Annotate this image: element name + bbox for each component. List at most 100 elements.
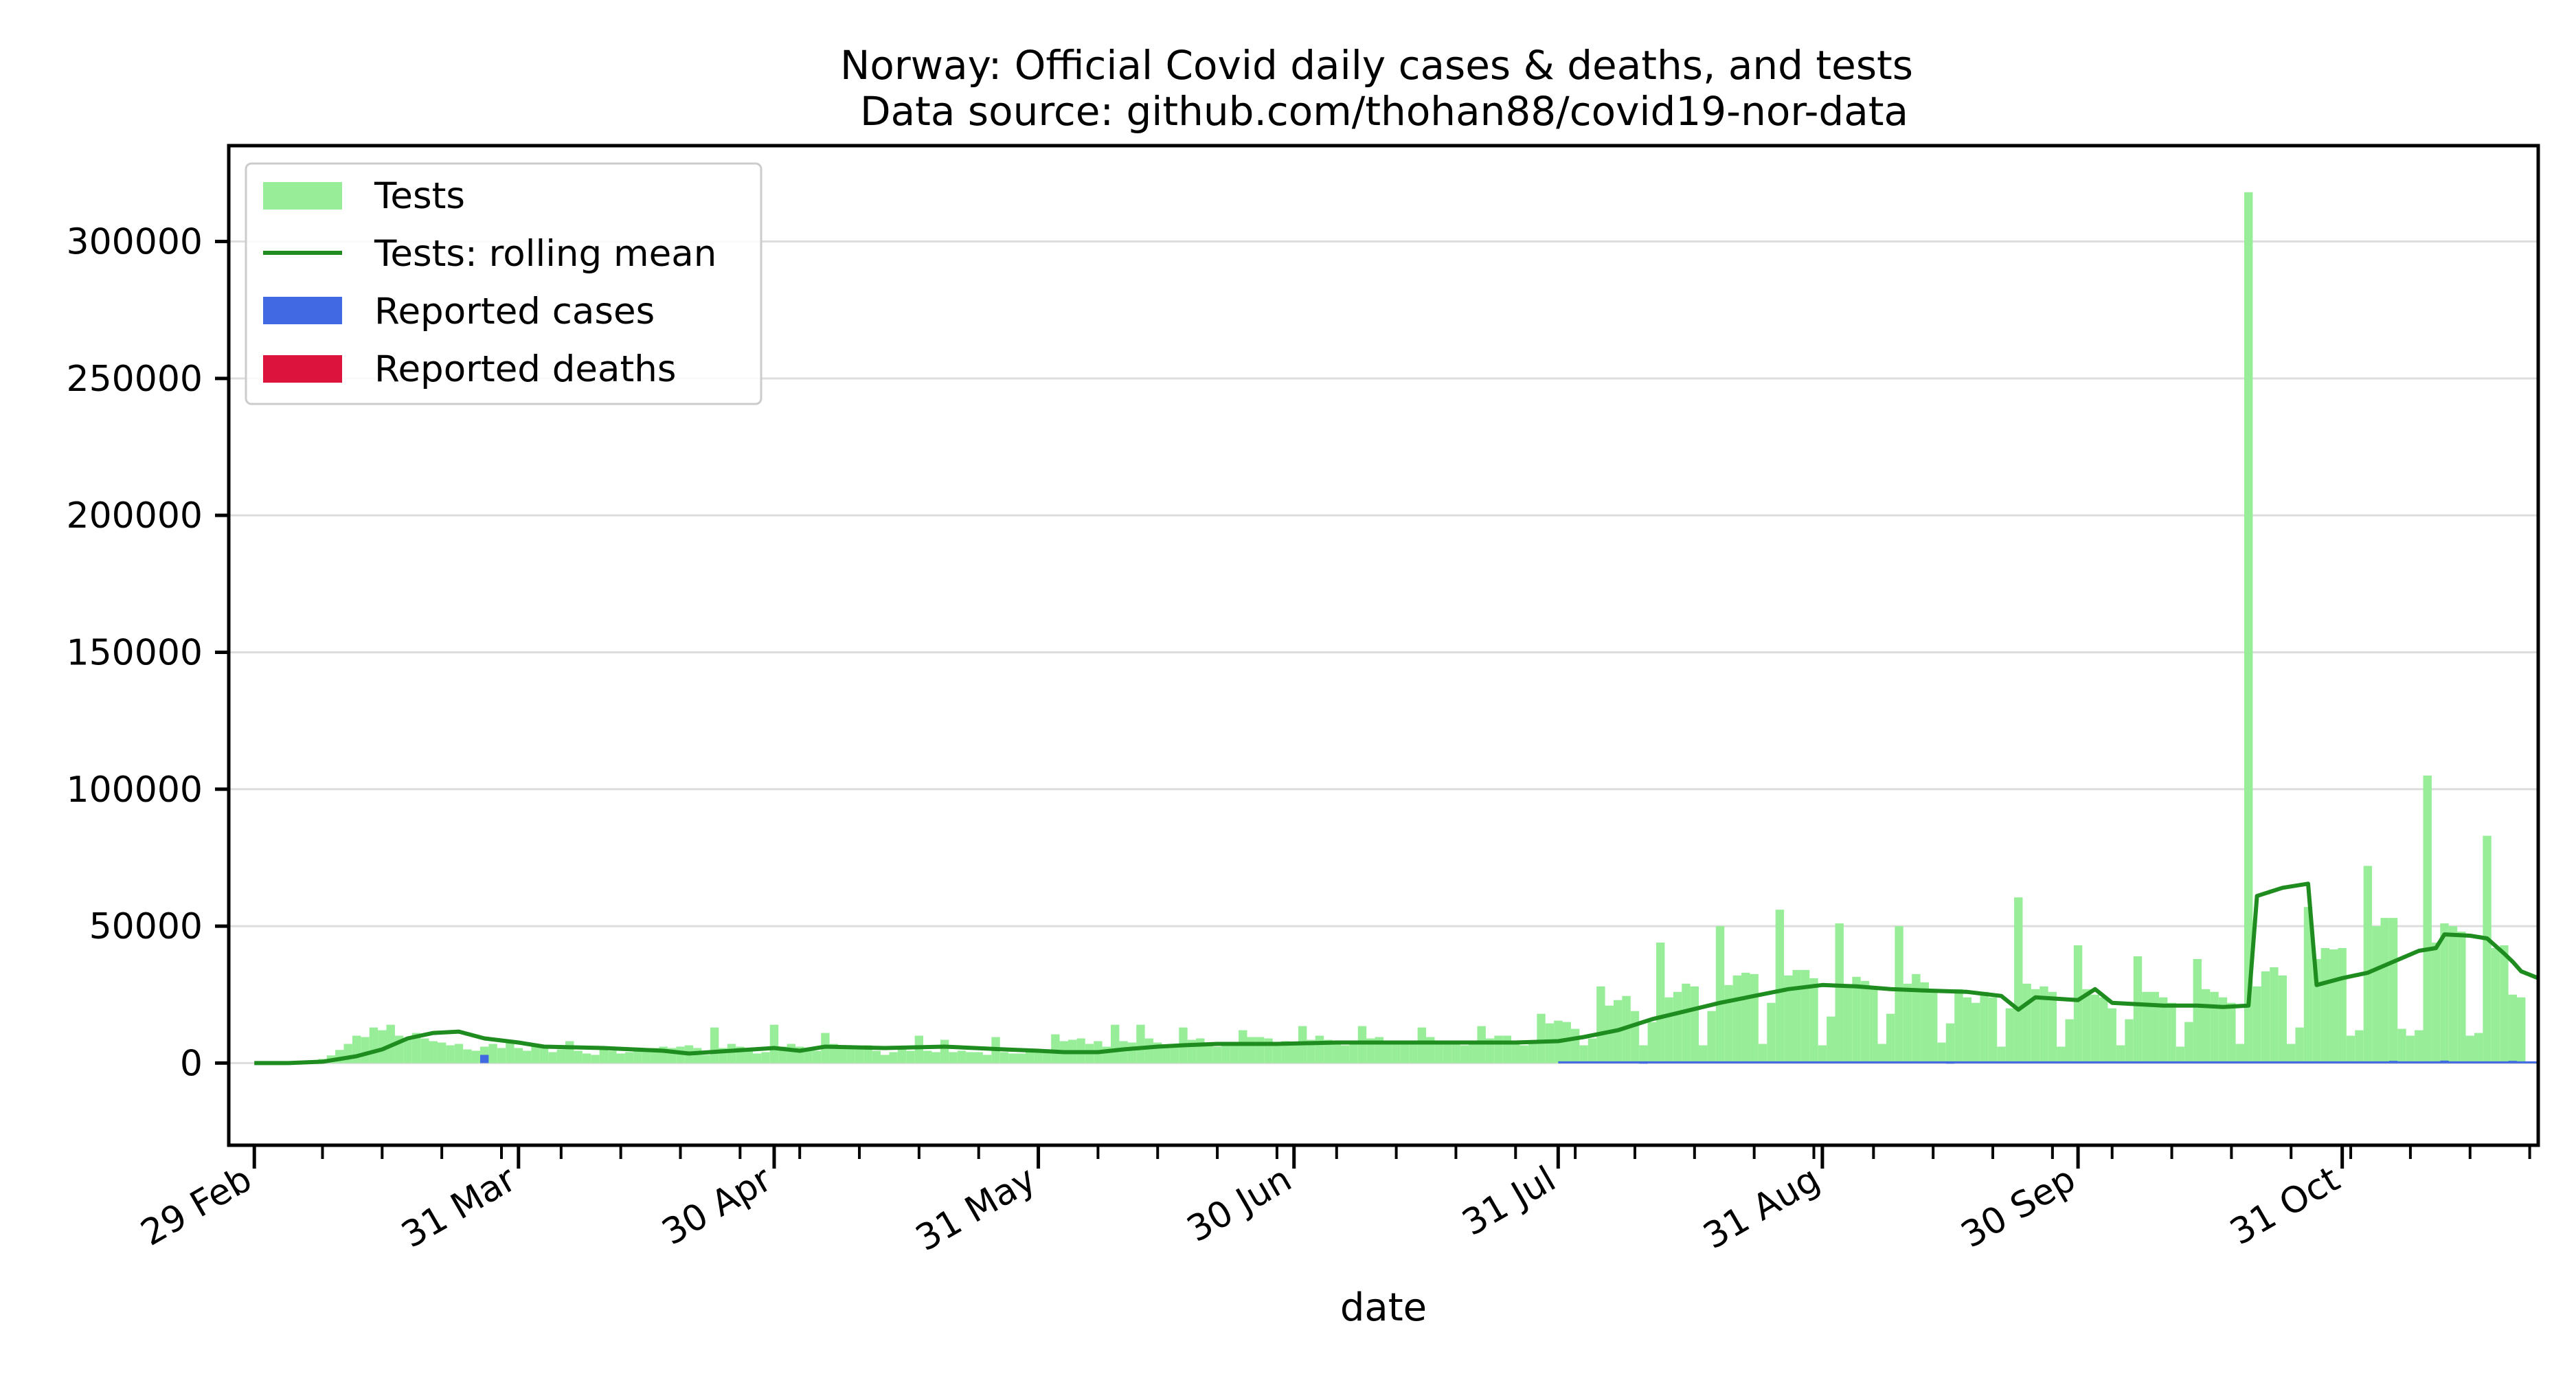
tests-bar [2406,1035,2415,1063]
tests-bar [1818,1045,1827,1063]
tests-bar [1843,986,1853,1063]
tests-bar [1528,1042,1537,1063]
tests-bar [506,1042,515,1063]
x-axis-label: date [1340,1285,1427,1330]
tests-bar [1451,1042,1460,1063]
tests-bar [454,1044,464,1063]
tests-bar [582,1053,591,1063]
tests-bar [2346,1035,2355,1063]
tests-bar [599,1048,609,1063]
tests-bar [1570,1028,1580,1063]
tests-bar [2158,997,2168,1063]
tests-bar [1886,1013,1895,1063]
tests-bar [2278,975,2287,1063]
tests-bar [1519,1045,1528,1063]
tests-bar [2372,926,2381,1063]
tests-bar [1409,1042,1418,1063]
tests-bar [2210,991,2219,1063]
tests-bar [471,1050,480,1063]
tests-bar [2380,918,2389,1063]
legend-swatch-tests [263,182,342,210]
tests-bar [1988,997,1998,1063]
tests-bar [420,1038,429,1063]
tests-bar [1204,1042,1213,1063]
y-tick-label: 0 [180,1043,203,1084]
tests-bar [2355,1030,2364,1063]
tests-bar [855,1048,864,1063]
tests-bar [1903,983,1912,1063]
tests-bar [2448,926,2458,1063]
tests-bar [1707,1011,1716,1063]
tests-bar [1469,1042,1478,1063]
cases-bar [479,1055,489,1063]
y-axis: 0 50000 100000 150000 200000 250000 300000 [66,222,229,1084]
tests-bar [2073,945,2083,1063]
y-tick-label: 250000 [66,359,203,400]
tests-bar [812,1050,822,1063]
tests-bar [1417,1027,1427,1063]
rolling-mean-line [254,881,2540,1066]
tests-bar [1664,997,1673,1063]
tests-bar [949,1052,958,1063]
tests-bar [2423,775,2432,1063]
tests-bar [1869,986,1878,1063]
tests-bar [2040,986,2048,1063]
tests-bar [616,1053,625,1063]
tests-bar [1144,1038,1154,1063]
tests-bar [1732,975,1742,1063]
tests-bar [1860,980,1870,1063]
y-tick-label: 100000 [66,769,203,811]
tests-bar [2338,947,2347,1063]
tests-bar [523,1050,532,1063]
tests-bar [1767,1002,1776,1063]
tests-bar [1247,1037,1256,1063]
tests-bar [361,1037,370,1063]
tests-bar [2142,991,2151,1063]
chart-title: Norway: Official Covid daily cases & dea… [840,42,1913,89]
tests-bar [1315,1035,1324,1063]
tests-bar [846,1048,855,1063]
tests-bar [429,1041,438,1063]
tests-bar [2116,1045,2125,1063]
tests-bar [1699,1045,1708,1063]
tests-bar [1954,989,1963,1063]
tests-bar [514,1048,523,1063]
tests-bar [1392,1041,1401,1063]
tests-bar [1017,1053,1026,1063]
tests-bar [2388,918,2398,1063]
tests-bar [2329,949,2338,1063]
tests-bar [1639,1045,1648,1063]
tests-bar [906,1050,915,1063]
tests-bar [761,1052,770,1063]
tests-bar [1682,983,1691,1063]
tests-bar [693,1048,702,1063]
tests-bar [1127,1042,1137,1063]
tests-bar [2218,997,2228,1063]
tests-bar [2031,989,2040,1063]
tests-bar [2457,932,2466,1063]
tests-bar [2227,1002,2236,1063]
tests-bar [2261,971,2270,1063]
tests-bar [1827,1016,1835,1063]
tests-bar [2516,997,2526,1063]
tests-bar [931,1052,940,1063]
tests-bar [1511,1042,1520,1063]
tests-bar [1349,1044,1358,1063]
tests-bar [446,1045,455,1063]
tests-bar [1852,976,1861,1063]
tests-bar [1605,1005,1614,1063]
tests-bar [2167,1002,2176,1063]
tests-bar [2244,192,2253,1063]
tests-bar [1221,1045,1230,1063]
tests-bar [1750,973,1759,1063]
tests-bar [1443,1042,1452,1063]
tests-bar [2125,1019,2134,1063]
tests-bar [1800,969,1810,1063]
tests-bar [1042,1052,1052,1063]
tests-bar [1997,1046,2006,1063]
tests-bar [957,1050,967,1063]
tests-bar [1673,991,1682,1063]
tests-bar [2099,997,2108,1063]
tests-bar [2184,1022,2193,1063]
rolling-mean-series [254,881,2540,1066]
